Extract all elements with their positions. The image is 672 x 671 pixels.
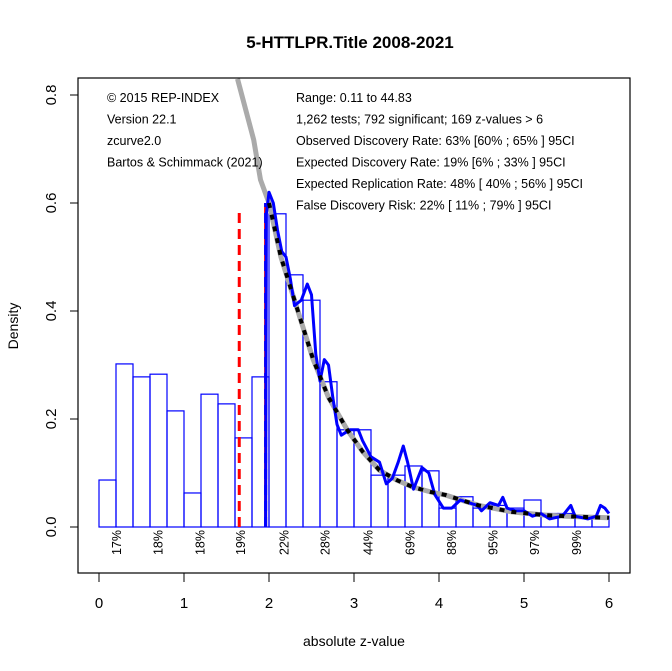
annotation-left: Bartos & Schimmack (2021) xyxy=(107,156,263,170)
power-label: 69% xyxy=(403,530,417,555)
power-label: 88% xyxy=(445,530,459,555)
x-tick-label: 1 xyxy=(180,595,188,612)
histogram-bar xyxy=(234,437,253,528)
chart-title: 5-HTTLPR.Title 2008-2021 xyxy=(246,33,454,52)
annotation-left: zcurve2.0 xyxy=(107,134,161,148)
power-label: 44% xyxy=(362,530,376,555)
annotation-right: Observed Discovery Rate: 63% [60% ; 65% … xyxy=(296,134,575,148)
power-label: 95% xyxy=(487,530,501,555)
annotation-right: Expected Replication Rate: 48% [ 40% ; 5… xyxy=(296,177,583,191)
power-label: 22% xyxy=(277,530,291,555)
y-tick-label: 0.8 xyxy=(43,85,60,106)
x-tick-label: 6 xyxy=(605,595,613,612)
histogram-bar xyxy=(149,373,168,528)
model-dashed-curve xyxy=(267,202,610,520)
histogram-bar xyxy=(115,363,134,528)
y-axis-label: Density xyxy=(5,303,21,350)
annotation-right: 1,262 tests; 792 significant; 169 z-valu… xyxy=(296,113,543,127)
histogram-bar xyxy=(336,429,355,528)
histogram xyxy=(98,213,610,528)
x-tick-label: 3 xyxy=(350,595,358,612)
y-tick-label: 0.6 xyxy=(43,193,60,214)
histogram-bar xyxy=(132,376,151,528)
histogram-bar xyxy=(98,479,117,528)
x-tick-label: 2 xyxy=(265,595,273,612)
x-axis: 0 1 2 3 4 5 6 xyxy=(95,573,613,612)
histogram-bar xyxy=(217,403,236,528)
power-label: 19% xyxy=(234,530,248,555)
power-label: 18% xyxy=(152,530,166,555)
annotation-right: False Discovery Risk: 22% [ 11% ; 79% ] … xyxy=(296,199,551,213)
histogram-bar xyxy=(166,410,185,528)
power-label: 28% xyxy=(318,530,332,555)
histogram-bar xyxy=(183,492,202,528)
annotation-right: Expected Discovery Rate: 19% [6% ; 33% ]… xyxy=(296,156,566,170)
power-labels: 17% 18% 18% 19% 22% 28% 44% 69% 88% 95% 97% 99% xyxy=(110,530,584,555)
annotation-right: Range: 0.11 to 44.83 xyxy=(296,91,412,105)
power-label: 99% xyxy=(570,530,584,555)
y-tick-label: 0.4 xyxy=(43,301,60,322)
x-tick-label: 4 xyxy=(435,595,443,612)
y-tick-label: 0.0 xyxy=(43,517,60,538)
annotations: © 2015 REP-INDEX Version 22.1 zcurve2.0 Bar… xyxy=(107,91,583,213)
power-label: 17% xyxy=(110,530,124,555)
x-axis-label: absolute z-value xyxy=(303,633,405,649)
density-line xyxy=(264,190,611,528)
annotation-left: Version 22.1 xyxy=(107,113,177,127)
histogram-bar xyxy=(200,393,219,528)
x-tick-label: 5 xyxy=(520,595,528,612)
annotation-left: © 2015 REP-INDEX xyxy=(107,91,220,105)
power-label: 18% xyxy=(193,530,207,555)
y-axis: 0.0 0.2 0.4 0.6 0.8 xyxy=(43,85,78,538)
curves xyxy=(235,78,611,528)
histogram-bar xyxy=(438,507,457,528)
x-tick-label: 0 xyxy=(95,595,103,612)
y-tick-label: 0.2 xyxy=(43,409,60,430)
power-label: 97% xyxy=(528,530,542,555)
